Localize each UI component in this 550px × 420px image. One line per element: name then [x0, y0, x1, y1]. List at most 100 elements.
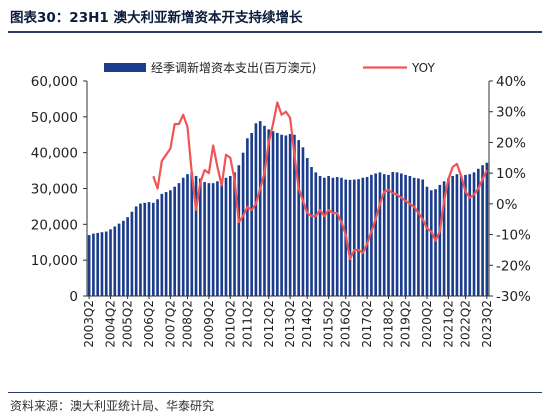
x-tick-label: 2010Q2	[223, 300, 237, 348]
bar-30	[216, 181, 219, 296]
bar-40	[258, 121, 262, 296]
x-tick-label: 2003Q2	[82, 300, 96, 348]
bar-76	[412, 177, 416, 296]
bar-45	[280, 134, 283, 296]
bar-22	[181, 177, 185, 296]
left-tick-label: 20,000	[31, 217, 78, 233]
x-tick-label: 2005Q2	[121, 300, 135, 348]
bar-6	[113, 226, 117, 296]
x-tick-label: 2023Q2	[480, 300, 494, 348]
bar-24	[190, 172, 194, 297]
bar-50	[301, 147, 305, 296]
bar-57	[331, 177, 335, 296]
bar-47	[288, 134, 292, 296]
bar-79	[425, 186, 429, 296]
bar-19	[169, 190, 172, 296]
right-tick-label: 0%	[496, 197, 518, 213]
bar-84	[447, 178, 450, 296]
bar-44	[275, 132, 279, 296]
bar-53	[314, 172, 318, 297]
bar-14	[147, 202, 151, 296]
bar-17	[160, 193, 164, 297]
left-axis-labels: 0 10,000 20,000 30,000 40,000 50,000 60,000	[31, 74, 78, 305]
bar-72	[395, 172, 399, 297]
x-tick-label: 2004Q2	[104, 300, 118, 348]
bar-75	[408, 175, 412, 296]
right-tick-label: 30%	[496, 105, 526, 121]
bar-65	[365, 177, 369, 296]
bar-43	[271, 131, 275, 296]
bar-80	[429, 190, 433, 296]
source-note: 资料来源：澳大利亚统计局、华泰研究	[10, 399, 215, 413]
bar-31	[220, 179, 224, 296]
left-tick-label: 60,000	[31, 74, 78, 90]
bar-38	[250, 132, 253, 296]
right-tick-label: 10%	[496, 166, 526, 182]
bar-32	[224, 177, 228, 296]
bar-74	[404, 174, 407, 296]
bar-28	[207, 183, 211, 297]
yoy-line	[152, 101, 488, 261]
x-tick-label: 2006Q2	[142, 300, 156, 348]
bar-90	[472, 172, 476, 297]
bar-8	[122, 220, 125, 296]
x-tick-label: 2009Q2	[202, 300, 216, 348]
bar-1	[92, 233, 95, 296]
x-tick-label: 2013Q2	[283, 300, 297, 348]
chart-area: 0 10,000 20,000 30,000 40,000 50,000 60,000 -3…	[31, 60, 531, 348]
figure-label: 图表30：	[10, 10, 70, 26]
bar-39	[254, 123, 258, 296]
bar-36	[241, 152, 245, 296]
left-tick-label: 0	[69, 289, 78, 305]
bar-51	[305, 158, 309, 296]
bar-52	[310, 167, 313, 296]
bar-85	[451, 175, 454, 296]
bar-78	[421, 179, 425, 296]
bar-64	[361, 177, 365, 296]
x-tick-label: 2007Q2	[163, 300, 177, 348]
bar-93	[485, 162, 489, 296]
bar-41	[263, 125, 266, 296]
left-tick-label: 40,000	[31, 146, 78, 162]
bar-58	[335, 177, 339, 296]
bar-87	[459, 175, 463, 296]
bar-5	[109, 229, 112, 296]
bar-83	[442, 181, 446, 296]
bar-49	[297, 140, 301, 297]
title-rule	[8, 31, 542, 33]
bar-29	[211, 183, 215, 297]
chart-title: 23H1 澳大利亚新增资本开支持续增长	[69, 10, 303, 26]
bar-68	[378, 172, 382, 297]
x-tick-label: 2022Q2	[458, 300, 472, 348]
x-tick-label: 2019Q2	[399, 300, 413, 348]
bar-91	[476, 168, 480, 296]
bar-69	[382, 174, 386, 296]
bar-46	[284, 135, 288, 296]
x-tick-label: 2017Q2	[360, 300, 374, 348]
right-axis-labels: -30% -20% -10% 0% 10% 20% 30% 40%	[496, 74, 531, 305]
right-tick-label: -10%	[496, 228, 531, 244]
left-tick-label: 30,000	[31, 182, 78, 198]
bar-86	[455, 174, 459, 296]
bar-88	[464, 174, 467, 296]
bar-10	[130, 211, 134, 296]
left-tick-label: 10,000	[31, 253, 78, 269]
bar-15	[151, 202, 155, 296]
bar-82	[438, 184, 442, 296]
bar-18	[164, 192, 168, 296]
x-tick-label: 2015Q2	[322, 300, 336, 348]
chart-title-row: 图表30：23H1 澳大利亚新增资本开支持续增长	[10, 6, 540, 30]
bar-4	[104, 231, 108, 296]
bar-67	[374, 173, 377, 296]
bar-77	[417, 178, 420, 296]
bar-73	[400, 173, 403, 296]
bar-62	[352, 179, 356, 296]
bar-27	[203, 182, 206, 296]
x-tick-label: 2021Q2	[441, 300, 455, 348]
bar-0	[87, 235, 91, 296]
right-tick-label: 20%	[496, 135, 526, 151]
bar-20	[173, 186, 176, 296]
bar-9	[126, 217, 129, 296]
bar-7	[117, 223, 121, 296]
bar-71	[391, 172, 395, 296]
